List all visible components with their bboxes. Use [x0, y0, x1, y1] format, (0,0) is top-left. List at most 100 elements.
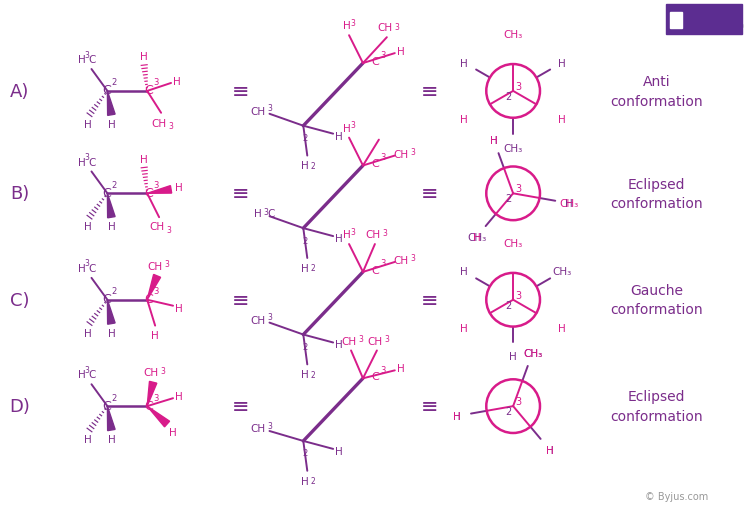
Text: H: H	[546, 445, 554, 455]
Text: C: C	[268, 209, 275, 219]
Text: H: H	[397, 364, 405, 374]
Text: H: H	[558, 323, 566, 333]
Bar	[670, 13, 682, 29]
Text: 3: 3	[515, 290, 521, 300]
Text: H: H	[107, 434, 116, 444]
Text: 2: 2	[505, 407, 512, 416]
Polygon shape	[147, 382, 157, 407]
Text: CH₃: CH₃	[503, 238, 523, 248]
Text: ≡: ≡	[421, 82, 438, 102]
Text: 3: 3	[515, 82, 521, 92]
Text: H: H	[84, 222, 92, 232]
Text: H: H	[78, 370, 86, 380]
Text: C: C	[144, 186, 152, 199]
Text: C: C	[102, 84, 111, 97]
Text: C: C	[144, 84, 152, 97]
Text: 3: 3	[165, 260, 170, 269]
Text: CH₃: CH₃	[503, 30, 523, 40]
Text: C: C	[88, 264, 96, 273]
Text: H: H	[397, 47, 405, 57]
Text: 3: 3	[263, 208, 268, 216]
Text: 3: 3	[154, 393, 159, 402]
Text: H: H	[302, 370, 309, 380]
Text: H: H	[140, 154, 148, 164]
Text: 3: 3	[154, 78, 159, 87]
Text: H: H	[302, 476, 309, 486]
Text: CH₃: CH₃	[560, 199, 578, 209]
Text: H: H	[170, 427, 177, 437]
Text: 2: 2	[505, 300, 512, 310]
Text: CH: CH	[149, 222, 165, 232]
Text: CH: CH	[368, 336, 382, 346]
Text: ≡: ≡	[421, 290, 438, 310]
Text: C: C	[102, 399, 111, 412]
Text: CH: CH	[377, 23, 392, 33]
Text: H: H	[107, 222, 116, 232]
Text: Gauche
conformation: Gauche conformation	[610, 283, 703, 317]
Text: H: H	[335, 234, 343, 243]
Text: © Byjus.com: © Byjus.com	[644, 491, 708, 500]
Text: CH: CH	[365, 230, 380, 240]
Text: H: H	[490, 136, 497, 146]
Text: H: H	[254, 209, 262, 219]
Text: ≡: ≡	[421, 184, 438, 204]
Text: H: H	[558, 115, 566, 125]
Text: CH: CH	[250, 107, 265, 117]
Text: A): A)	[10, 83, 29, 100]
Bar	[666, 6, 742, 35]
Text: H: H	[344, 123, 351, 133]
Text: H: H	[78, 264, 86, 273]
Text: 3: 3	[385, 334, 389, 343]
Text: ≡: ≡	[232, 184, 250, 204]
Text: CH: CH	[143, 368, 159, 378]
Text: ≡: ≡	[232, 396, 250, 416]
Text: Eclipsed
conformation: Eclipsed conformation	[610, 177, 703, 211]
Text: CH₃: CH₃	[553, 267, 572, 277]
Text: H: H	[175, 183, 183, 193]
Text: C: C	[144, 399, 152, 412]
Text: Anti
conformation: Anti conformation	[610, 75, 703, 109]
Text: H: H	[84, 434, 92, 444]
Text: C: C	[371, 265, 379, 275]
Text: 2: 2	[112, 393, 117, 402]
Text: C: C	[371, 57, 379, 67]
Text: H: H	[335, 340, 343, 350]
Text: 2: 2	[505, 92, 512, 102]
Text: H: H	[490, 136, 497, 146]
Text: D): D)	[10, 397, 30, 415]
Text: 2: 2	[310, 264, 316, 273]
Text: 3: 3	[84, 259, 89, 268]
Text: ≡: ≡	[232, 82, 250, 102]
Text: H: H	[546, 445, 554, 455]
Text: Eclipsed
conformation: Eclipsed conformation	[610, 390, 703, 423]
Text: 3: 3	[169, 122, 173, 131]
Text: 3: 3	[166, 225, 172, 234]
Text: C: C	[144, 293, 152, 306]
Text: H: H	[175, 391, 183, 401]
Text: 2: 2	[303, 448, 308, 458]
Text: ≡: ≡	[421, 396, 438, 416]
Text: 2: 2	[112, 78, 117, 87]
Text: 3: 3	[380, 365, 386, 374]
Text: CH: CH	[250, 423, 265, 433]
Text: H: H	[84, 328, 92, 338]
Text: CH₃: CH₃	[523, 348, 542, 358]
Text: C: C	[102, 186, 111, 199]
Text: 3: 3	[267, 421, 272, 430]
Text: 3: 3	[382, 228, 387, 237]
Text: H: H	[302, 161, 309, 171]
Text: C: C	[88, 370, 96, 380]
Text: H: H	[344, 230, 351, 240]
Text: H: H	[565, 199, 573, 209]
Text: 3: 3	[267, 313, 272, 322]
Text: 3: 3	[380, 153, 386, 162]
Text: 3: 3	[380, 50, 386, 60]
Text: CH₃: CH₃	[467, 232, 486, 242]
Polygon shape	[147, 186, 172, 194]
Text: CH: CH	[250, 315, 265, 325]
Text: H: H	[472, 232, 481, 242]
Text: B): B)	[10, 185, 29, 203]
Text: 3: 3	[84, 365, 89, 374]
Text: 3: 3	[350, 19, 355, 28]
Text: H: H	[558, 59, 566, 68]
